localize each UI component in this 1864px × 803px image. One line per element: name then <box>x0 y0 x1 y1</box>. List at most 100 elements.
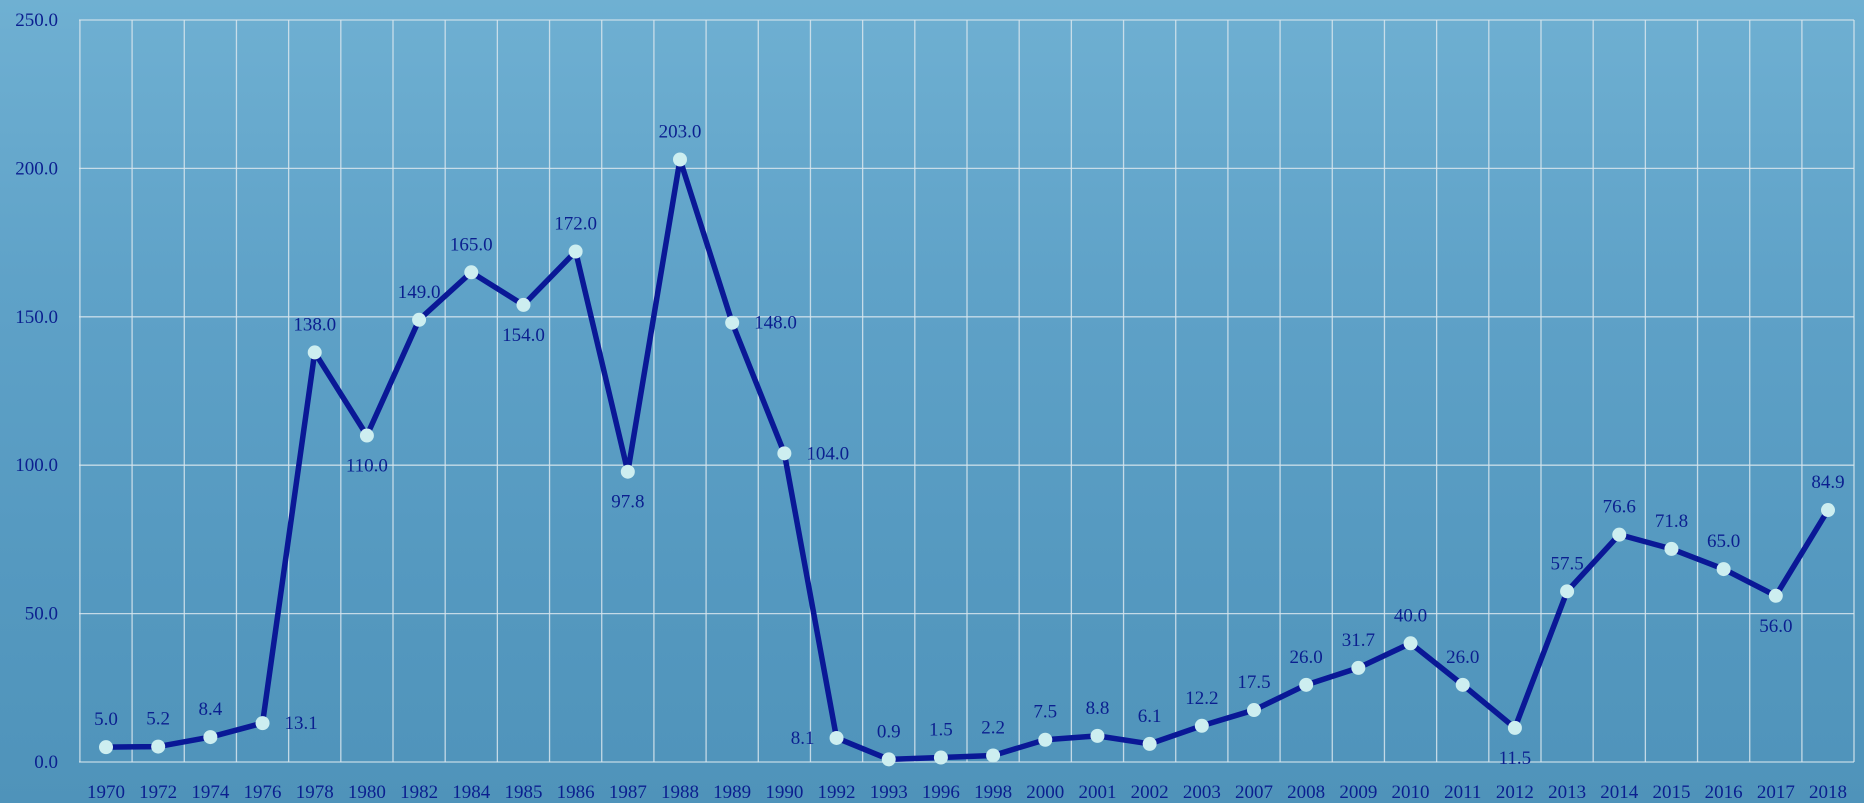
data-point <box>1768 588 1783 603</box>
data-label: 148.0 <box>754 313 797 334</box>
x-tick-label: 2003 <box>1183 782 1221 803</box>
x-tick-label: 1985 <box>504 782 542 803</box>
data-point <box>725 315 740 330</box>
data-point <box>1090 728 1105 743</box>
data-label: 138.0 <box>293 314 336 335</box>
x-tick-label: 2007 <box>1235 782 1273 803</box>
gridlines <box>79 19 1855 763</box>
data-point <box>464 265 479 280</box>
data-label: 56.0 <box>1759 616 1792 637</box>
data-label: 165.0 <box>450 234 493 255</box>
x-tick-label: 2008 <box>1287 782 1325 803</box>
data-label: 8.4 <box>198 699 222 720</box>
data-point <box>516 297 531 312</box>
y-tick-label: 250.0 <box>15 10 58 31</box>
x-tick-label: 2012 <box>1496 782 1534 803</box>
data-label: 40.0 <box>1394 605 1427 626</box>
series-line <box>103 156 1831 763</box>
data-point <box>99 740 113 755</box>
x-tick-label: 1986 <box>557 782 595 803</box>
x-tick-label: 2016 <box>1705 782 1743 803</box>
data-point <box>1560 584 1575 599</box>
data-point <box>203 730 218 745</box>
x-tick-label: 1988 <box>661 782 699 803</box>
x-tick-label: 1980 <box>348 782 386 803</box>
y-tick-label: 0.0 <box>34 752 58 773</box>
data-point <box>777 446 792 461</box>
y-tick-label: 200.0 <box>15 158 58 179</box>
x-tick-label: 1998 <box>974 782 1012 803</box>
data-point <box>620 464 635 479</box>
data-label: 172.0 <box>554 214 597 235</box>
data-point <box>1612 527 1627 542</box>
data-point <box>1038 732 1053 747</box>
data-point <box>151 739 166 754</box>
data-point <box>1821 503 1835 518</box>
data-point <box>1716 562 1731 577</box>
data-point <box>986 748 1001 763</box>
data-label: 31.7 <box>1342 630 1375 651</box>
data-label: 2.2 <box>981 717 1005 738</box>
data-label: 84.9 <box>1811 472 1844 493</box>
data-label: 13.1 <box>285 713 318 734</box>
x-tick-label: 2014 <box>1600 782 1639 803</box>
x-tick-label: 1978 <box>296 782 334 803</box>
x-tick-label: 1996 <box>922 782 960 803</box>
data-label: 104.0 <box>806 443 849 464</box>
data-point <box>307 345 322 360</box>
x-tick-label: 1972 <box>139 782 177 803</box>
data-point <box>568 244 583 259</box>
x-tick-label: 1989 <box>713 782 751 803</box>
data-label: 26.0 <box>1446 647 1479 668</box>
data-label: 57.5 <box>1550 553 1583 574</box>
x-tick-label: 2013 <box>1548 782 1586 803</box>
data-label: 149.0 <box>398 282 441 303</box>
data-point <box>1507 720 1522 735</box>
data-label: 6.1 <box>1138 706 1162 727</box>
data-point <box>412 312 427 327</box>
y-tick-label: 100.0 <box>15 455 58 476</box>
data-label: 1.5 <box>929 720 953 741</box>
x-tick-label: 2009 <box>1339 782 1377 803</box>
x-tick-label: 1992 <box>818 782 856 803</box>
y-tick-label: 150.0 <box>15 307 58 328</box>
x-tick-label: 1974 <box>191 782 230 803</box>
x-tick-label: 2018 <box>1809 782 1847 803</box>
data-point <box>1664 541 1679 556</box>
data-label: 5.0 <box>94 709 118 730</box>
data-point <box>1351 660 1366 675</box>
data-label: 71.8 <box>1655 511 1688 532</box>
data-label: 97.8 <box>611 492 644 513</box>
data-point <box>255 716 270 731</box>
data-point <box>881 752 896 767</box>
x-tick-label: 1976 <box>244 782 282 803</box>
x-tick-label: 2011 <box>1444 782 1481 803</box>
data-label: 7.5 <box>1033 702 1057 723</box>
data-labels: 5.0 5.2 8.4 13.1 138.0 110.0 149.0 165.0 154.0 17… <box>94 121 1845 768</box>
axis-labels: 0.0 50.0 100.0 150.0 200.0 250.0 1970 1972 1974 1… <box>15 10 1847 803</box>
x-tick-label: 1993 <box>870 782 908 803</box>
data-point <box>933 750 948 765</box>
x-tick-label: 2001 <box>1078 782 1116 803</box>
data-label: 203.0 <box>659 121 702 142</box>
data-label: 26.0 <box>1290 647 1323 668</box>
x-tick-label: 1970 <box>87 782 125 803</box>
x-tick-label: 2010 <box>1392 782 1430 803</box>
x-tick-label: 2000 <box>1026 782 1064 803</box>
data-point <box>359 428 374 443</box>
data-label: 8.1 <box>791 728 815 749</box>
x-tick-label: 1990 <box>765 782 803 803</box>
data-point <box>1247 703 1261 718</box>
data-point <box>1403 636 1418 651</box>
data-label: 0.9 <box>877 721 901 742</box>
y-tick-label: 50.0 <box>25 604 58 625</box>
x-tick-label: 2017 <box>1757 782 1795 803</box>
x-tick-label: 1982 <box>400 782 438 803</box>
data-label: 12.2 <box>1185 688 1218 709</box>
data-point <box>673 152 687 167</box>
x-tick-label: 2002 <box>1131 782 1169 803</box>
data-label: 17.5 <box>1237 672 1270 693</box>
data-label: 8.8 <box>1086 698 1110 719</box>
